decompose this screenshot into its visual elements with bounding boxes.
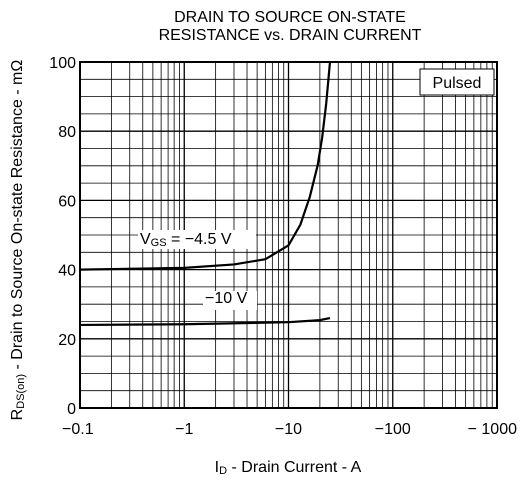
y-tick-label: 60 (58, 193, 76, 210)
x-tick-label: − 1000 (468, 421, 517, 438)
x-axis-label-main: I (215, 459, 219, 476)
series-label-sub: GS (151, 237, 167, 249)
x-tick-label: −10 (275, 421, 302, 438)
series-label-rest: = −4.5 V (167, 231, 232, 248)
series-label-rest: −10 V (205, 290, 248, 307)
y-axis-label-sub: DS(on) (15, 374, 27, 409)
y-tick-label: 40 (58, 263, 76, 280)
x-tick-label: −0.1 (62, 421, 94, 438)
x-tick-label: −1 (175, 421, 193, 438)
series-label: −10 V (205, 290, 248, 307)
note-box (419, 68, 495, 96)
x-tick-label: −100 (375, 421, 411, 438)
chart-title: RESISTANCE vs. DRAIN CURRENT (159, 27, 422, 44)
series-line (79, 61, 332, 271)
y-tick-label: 20 (58, 332, 76, 349)
y-axis-label-rest: - Drain to Source On-state Resistance - … (9, 60, 26, 374)
note: Pulsed (433, 75, 482, 92)
series-label: VGS = −4.5 V (140, 231, 232, 249)
x-axis-label: ID - Drain Current - A (215, 459, 362, 477)
y-tick-label: 80 (58, 124, 76, 141)
x-axis-label-sub: D (219, 465, 227, 477)
series-line (79, 316, 331, 327)
y-tick-label: 100 (49, 55, 76, 72)
series-label-bg (138, 230, 256, 249)
y-axis-label-main: R (9, 409, 26, 421)
plot-frame (79, 61, 498, 409)
series-label-bg (203, 291, 257, 310)
series-label-main: V (140, 231, 151, 248)
y-tick-label: 0 (67, 401, 76, 418)
x-axis-label-rest: - Drain Current - A (227, 459, 362, 476)
chart-title: DRAIN TO SOURCE ON-STATE (174, 9, 406, 26)
y-axis-label: RDS(on) - Drain to Source On-state Resis… (9, 60, 27, 421)
